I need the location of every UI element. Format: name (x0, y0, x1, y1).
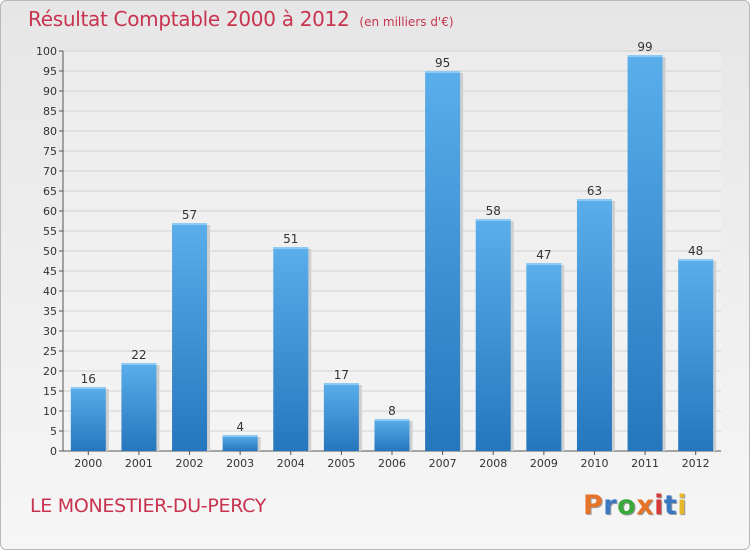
x-tick-label: 2009 (530, 457, 558, 470)
bar-value-label: 47 (536, 248, 551, 262)
bar-2011[interactable] (627, 55, 663, 451)
y-tick-label: 25 (43, 345, 57, 358)
bar-value-label: 17 (334, 368, 349, 382)
y-tick-label: 90 (43, 85, 57, 98)
y-tick-label: 50 (43, 245, 57, 258)
logo-letter: i (654, 490, 664, 521)
logo-letter: P (583, 490, 604, 521)
bar-highlight (425, 71, 461, 73)
bar-highlight (323, 383, 359, 385)
y-tick-label: 35 (43, 305, 57, 318)
y-tick-label: 55 (43, 225, 57, 238)
bar-2005[interactable] (323, 383, 359, 451)
proxiti-logo[interactable]: Proxiti (583, 490, 687, 521)
x-tick-label: 2004 (277, 457, 305, 470)
bar-value-label: 48 (688, 244, 703, 258)
bar-highlight (374, 419, 410, 421)
bar-value-label: 57 (182, 208, 197, 222)
x-tick-label: 2011 (631, 457, 659, 470)
bar-value-label: 4 (236, 420, 244, 434)
x-tick-label: 2000 (74, 457, 102, 470)
bar-2009[interactable] (526, 263, 562, 451)
x-tick-label: 2012 (682, 457, 710, 470)
bar-2012[interactable] (678, 259, 714, 451)
y-tick-label: 65 (43, 185, 57, 198)
logo-letter: t (663, 490, 678, 521)
bar-value-label: 58 (486, 204, 501, 218)
y-tick-label: 30 (43, 325, 57, 338)
x-tick-label: 2005 (327, 457, 355, 470)
bar-2008[interactable] (475, 219, 511, 451)
x-tick-label: 2002 (176, 457, 204, 470)
bar-highlight (172, 223, 208, 225)
logo-letter: i (677, 490, 688, 521)
bar-2006[interactable] (374, 419, 410, 451)
chart-title-text: Résultat Comptable 2000 à 2012 (28, 7, 350, 31)
y-tick-label: 15 (43, 385, 57, 398)
y-tick-label: 80 (43, 125, 57, 138)
x-tick-label: 2007 (429, 457, 457, 470)
logo-letter: r (603, 490, 618, 521)
x-tick-label: 2010 (580, 457, 608, 470)
y-tick-label: 40 (43, 285, 57, 298)
bar-2004[interactable] (273, 247, 309, 451)
bar-value-label: 51 (283, 232, 298, 246)
bar-value-label: 99 (637, 40, 652, 54)
bar-highlight (526, 263, 562, 265)
x-tick-label: 2001 (125, 457, 153, 470)
bar-highlight (121, 363, 157, 365)
y-tick-label: 0 (50, 445, 57, 458)
bar-value-label: 63 (587, 184, 602, 198)
bar-2002[interactable] (172, 223, 208, 451)
y-tick-label: 75 (43, 145, 57, 158)
y-tick-label: 70 (43, 165, 57, 178)
commune-name: LE MONESTIER-DU-PERCY (30, 495, 267, 517)
logo-letter: x (636, 490, 655, 521)
bar-2010[interactable] (576, 199, 612, 451)
y-tick-label: 5 (50, 425, 57, 438)
bar-value-label: 16 (81, 372, 96, 386)
bar-value-label: 95 (435, 56, 450, 70)
bar-highlight (70, 387, 106, 389)
chart-title: Résultat Comptable 2000 à 2012 (en millie… (28, 7, 454, 31)
y-tick-label: 10 (43, 405, 57, 418)
bar-2001[interactable] (121, 363, 157, 451)
bar-value-label: 22 (131, 348, 146, 362)
bar-highlight (627, 55, 663, 57)
x-tick-label: 2008 (479, 457, 507, 470)
bar-2003[interactable] (222, 435, 258, 451)
bar-highlight (576, 199, 612, 201)
x-tick-label: 2003 (226, 457, 254, 470)
logo-letter: o (617, 490, 637, 521)
chart-unit: (en milliers d'€) (359, 15, 454, 29)
bar-highlight (222, 435, 258, 437)
bar-highlight (678, 259, 714, 261)
y-tick-label: 95 (43, 65, 57, 78)
y-tick-label: 100 (36, 45, 57, 58)
grid-layer (63, 50, 721, 452)
bars-layer: 16 22 57 4 51 17 8 95 58 47 63 99 48 (70, 40, 717, 451)
y-tick-label: 20 (43, 365, 57, 378)
y-tick-label: 85 (43, 105, 57, 118)
y-tick-label: 45 (43, 265, 57, 278)
bar-highlight (273, 247, 309, 249)
bar-2007[interactable] (425, 71, 461, 451)
x-tick-label: 2006 (378, 457, 406, 470)
bar-value-label: 8 (388, 404, 396, 418)
bar-2000[interactable] (70, 387, 106, 451)
y-tick-label: 60 (43, 205, 57, 218)
bar-highlight (475, 219, 511, 221)
